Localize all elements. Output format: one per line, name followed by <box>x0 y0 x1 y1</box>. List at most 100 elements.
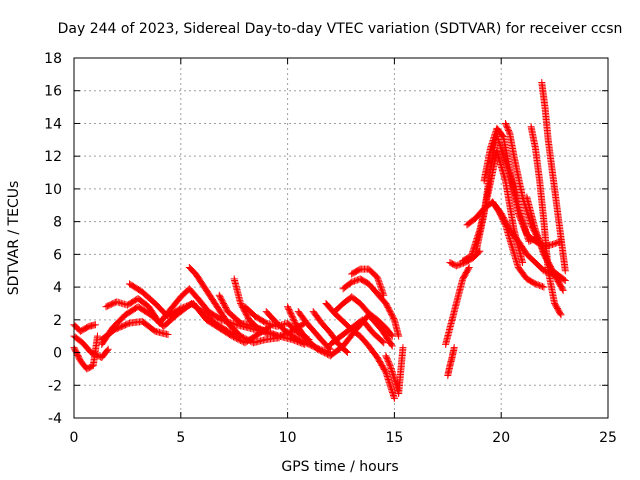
data-point <box>534 281 542 289</box>
data-point <box>537 243 545 251</box>
series-arc-14 <box>294 308 334 353</box>
data-point <box>559 286 567 294</box>
data-point <box>104 345 112 353</box>
data-point <box>560 276 568 284</box>
data-point <box>238 333 246 341</box>
data-point <box>537 242 545 250</box>
data-point <box>388 332 396 340</box>
series-arc-21 <box>382 344 407 397</box>
data-point <box>450 344 458 352</box>
data-point <box>241 334 249 342</box>
data-point <box>318 347 326 355</box>
data-point <box>532 229 540 237</box>
data-point <box>395 332 403 340</box>
data-point <box>103 346 111 354</box>
data-point <box>228 332 236 340</box>
data-point <box>242 335 250 343</box>
data-point <box>517 217 525 225</box>
data-point <box>515 212 523 220</box>
data-point <box>517 215 525 223</box>
y-tick-label: 8 <box>53 215 62 231</box>
series-arc-33 <box>523 193 569 285</box>
series-arc-3 <box>70 332 112 361</box>
series-arc-18 <box>339 275 403 340</box>
data-point <box>505 128 513 136</box>
data-point <box>535 237 543 245</box>
series-arc-2 <box>70 321 99 335</box>
series-arc-32 <box>538 79 569 275</box>
data-point <box>375 278 383 286</box>
y-tick-label: 14 <box>44 116 62 132</box>
y-tick-label: 6 <box>53 247 62 263</box>
data-point <box>521 225 529 233</box>
series-arc-31 <box>527 123 565 319</box>
data-point <box>164 331 172 339</box>
data-point <box>316 347 324 355</box>
y-axis-label: SDTVAR / TECUs <box>6 181 22 296</box>
data-point <box>93 332 101 340</box>
data-point <box>518 219 526 227</box>
data-point <box>537 282 545 290</box>
y-tick-label: 2 <box>53 313 62 329</box>
data-point <box>531 280 539 288</box>
data-point <box>534 233 542 241</box>
series-arc-15 <box>309 308 351 357</box>
data-point <box>536 281 544 289</box>
data-point <box>550 240 558 248</box>
data-point <box>348 278 356 286</box>
data-point <box>376 281 384 289</box>
data-point <box>538 245 546 253</box>
data-point <box>374 276 382 284</box>
data-point <box>182 302 190 310</box>
data-point <box>234 335 242 343</box>
data-point <box>239 334 247 342</box>
data-point <box>232 334 240 342</box>
data-point <box>561 267 569 275</box>
data-point <box>464 265 472 273</box>
x-tick-label: 0 <box>70 430 79 446</box>
data-point <box>352 277 360 285</box>
data-point <box>349 278 357 286</box>
data-point <box>322 350 330 358</box>
x-tick-label: 15 <box>385 430 403 446</box>
data-point <box>535 236 543 244</box>
data-point <box>538 283 546 291</box>
series-arc-19 <box>348 265 388 299</box>
series-arc-27 <box>480 124 565 250</box>
data-point <box>314 345 322 353</box>
data-point <box>516 214 524 222</box>
data-point <box>91 321 99 329</box>
data-point <box>519 221 527 229</box>
data-point <box>454 261 462 269</box>
y-tick-label: 10 <box>44 182 62 198</box>
data-point <box>378 285 386 293</box>
data-point <box>178 304 186 312</box>
data-point <box>390 394 398 402</box>
y-tick-label: 12 <box>44 149 62 165</box>
data-point <box>388 342 396 350</box>
data-point <box>548 241 556 249</box>
data-point <box>247 337 255 345</box>
data-point <box>533 280 541 288</box>
x-tick-label: 5 <box>176 430 185 446</box>
data-point <box>561 277 569 285</box>
data-point <box>321 349 329 357</box>
data-point <box>532 227 540 235</box>
data-point <box>245 337 253 345</box>
data-point <box>520 224 528 232</box>
x-tick-label: 20 <box>492 430 510 446</box>
data-point <box>533 230 541 238</box>
data-point <box>514 209 522 217</box>
series-arc-10 <box>230 275 309 348</box>
data-point <box>231 334 239 342</box>
data-point <box>343 349 351 357</box>
data-point <box>325 344 333 352</box>
data-point <box>390 314 398 322</box>
data-point <box>536 239 544 247</box>
data-point <box>558 285 566 293</box>
data-point <box>455 261 463 269</box>
data-point <box>180 303 188 311</box>
data-point <box>531 226 539 234</box>
data-point <box>379 288 387 296</box>
